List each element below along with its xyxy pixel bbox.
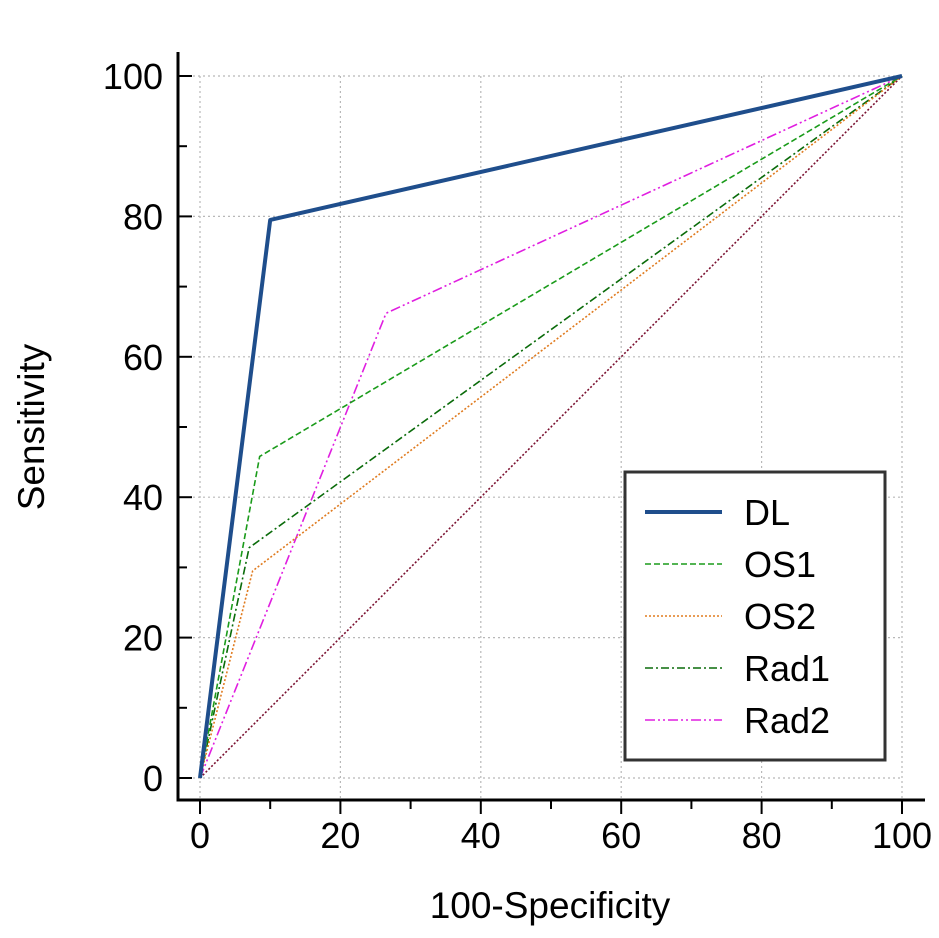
legend-label-dl: DL: [744, 492, 790, 533]
legend-box: [623, 470, 887, 762]
y-tick-label-40: 40: [123, 477, 163, 518]
y-tick-label-20: 20: [123, 618, 163, 659]
x-tick-label-40: 40: [461, 815, 501, 856]
legend-label-os2: OS2: [744, 596, 816, 637]
reference-diagonal: [199, 75, 903, 779]
series-line-rad2: [199, 75, 903, 779]
series-lines: [198, 74, 903, 779]
series-line-rad1: [199, 75, 903, 779]
x-tick-label-0: 0: [190, 815, 210, 856]
legend-label-rad1: Rad1: [744, 648, 830, 689]
series-line-dl: [198, 74, 903, 779]
x-axis-title: 100-Specificity: [430, 885, 671, 926]
y-tick-label-100: 100: [103, 56, 163, 97]
x-tick-label-100: 100: [872, 815, 932, 856]
series-line-os1: [199, 75, 903, 779]
grid-lines: [178, 75, 903, 800]
y-tick-label-80: 80: [123, 196, 163, 237]
axes: [176, 52, 925, 814]
legend-label-os1: OS1: [744, 544, 816, 585]
y-tick-label-60: 60: [123, 337, 163, 378]
tick-labels: 0 20 40 60 80 100 0 20 40 60 80 100: [103, 56, 932, 856]
legend-label-rad2: Rad2: [744, 700, 830, 741]
series-line-os2: [199, 75, 903, 779]
x-tick-label-20: 20: [320, 815, 360, 856]
x-tick-label-60: 60: [601, 815, 641, 856]
y-axis-title: Sensitivity: [11, 343, 52, 510]
y-tick-label-0: 0: [143, 758, 163, 799]
reference-line: [199, 75, 903, 779]
legend: DL OS1 OS2 Rad1 Rad2: [623, 470, 887, 762]
x-tick-label-80: 80: [742, 815, 782, 856]
